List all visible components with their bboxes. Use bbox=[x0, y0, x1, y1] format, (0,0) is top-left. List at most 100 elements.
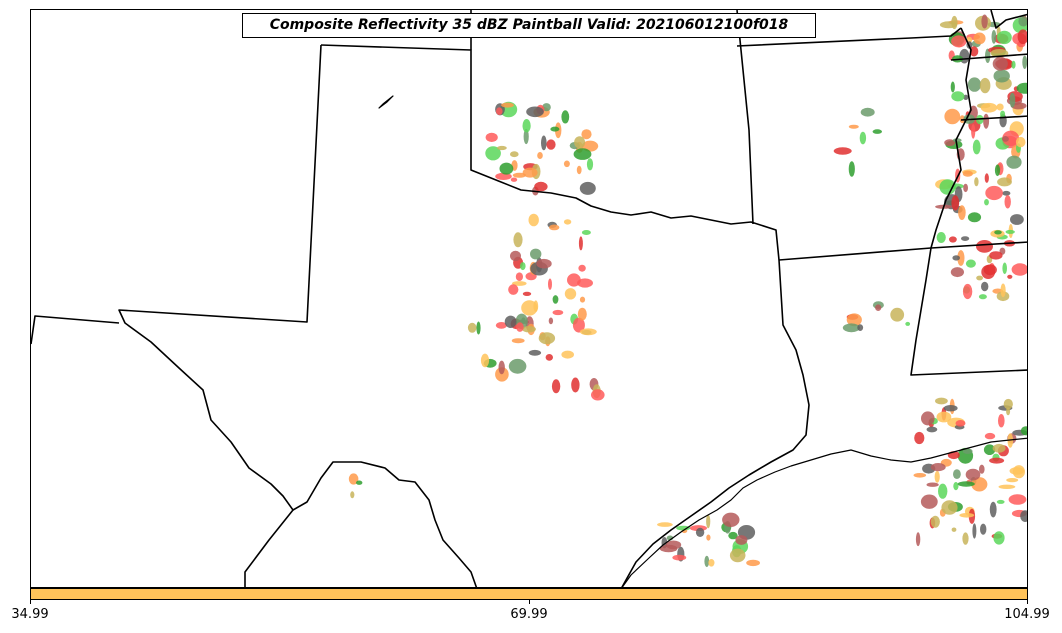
reflectivity-cell bbox=[522, 119, 531, 133]
reflectivity-cell bbox=[1016, 82, 1027, 94]
reflectivity-cell bbox=[951, 195, 960, 211]
reflectivity-cell bbox=[976, 275, 983, 281]
reflectivity-cell bbox=[985, 48, 991, 63]
reflectivity-cell bbox=[996, 103, 1004, 111]
reflectivity-cell bbox=[957, 481, 975, 487]
mississippi-river-boundary bbox=[910, 27, 1027, 376]
reflectivity-cell bbox=[563, 219, 572, 225]
reflectivity-cell bbox=[943, 405, 958, 412]
reflectivity-cell bbox=[511, 338, 525, 344]
texas-boundary bbox=[320, 44, 810, 587]
reflectivity-cell bbox=[962, 448, 973, 454]
reflectivity-cell bbox=[545, 354, 553, 361]
reflectivity-cell bbox=[579, 181, 596, 195]
reflectivity-cell bbox=[495, 367, 509, 382]
reflectivity-cell bbox=[533, 300, 539, 313]
reflectivity-cell bbox=[1000, 110, 1006, 118]
reflectivity-cell bbox=[994, 230, 1002, 235]
reflectivity-cell bbox=[957, 250, 965, 266]
reflectivity-cell bbox=[564, 288, 577, 300]
reflectivity-cell bbox=[973, 32, 986, 45]
reflectivity-cell bbox=[951, 91, 965, 102]
reflectivity-cell bbox=[1006, 478, 1019, 483]
reflectivity-cell bbox=[983, 444, 996, 456]
reflectivity-cell bbox=[997, 177, 1012, 187]
reflectivity-cell bbox=[930, 515, 940, 528]
reflectivity-cell bbox=[981, 14, 988, 29]
reflectivity-cell bbox=[952, 138, 962, 143]
reflectivity-cell bbox=[980, 102, 998, 113]
reflectivity-cell bbox=[989, 457, 1005, 464]
reflectivity-cell bbox=[563, 160, 570, 168]
reflectivity-cell bbox=[938, 483, 948, 499]
reflectivity-cell bbox=[1017, 29, 1027, 45]
reflectivity-cell bbox=[501, 102, 514, 108]
reflectivity-cell bbox=[941, 500, 958, 515]
reflectivity-cell bbox=[976, 240, 993, 253]
reflectivity-cell bbox=[735, 535, 748, 545]
reflectivity-cell bbox=[967, 212, 982, 223]
reflectivity-cell bbox=[1009, 92, 1016, 108]
reflectivity-cell bbox=[951, 35, 967, 48]
reflectivity-cell bbox=[926, 482, 939, 487]
reflectivity-cell bbox=[872, 129, 882, 134]
reflectivity-cell bbox=[958, 205, 966, 221]
reflectivity-cell bbox=[512, 172, 526, 178]
reflectivity-cell bbox=[962, 170, 973, 177]
reflectivity-cell bbox=[497, 145, 507, 151]
reflectivity-cell bbox=[972, 139, 981, 155]
reflectivity-cell bbox=[515, 272, 523, 282]
reflectivity-cell bbox=[348, 473, 359, 485]
reflectivity-cell bbox=[550, 126, 560, 132]
reflectivity-cell bbox=[1006, 407, 1011, 416]
reflectivity-cell bbox=[549, 224, 560, 231]
reflectivity-cell bbox=[1015, 136, 1026, 148]
reflectivity-cell bbox=[972, 523, 977, 539]
reflectivity-cell bbox=[971, 477, 988, 492]
reflectivity-cell bbox=[963, 183, 968, 193]
colorbar-tick-label: 104.99 bbox=[1004, 607, 1050, 622]
reflectivity-cell bbox=[936, 232, 946, 243]
reflectivity-cell bbox=[1003, 398, 1013, 410]
reflectivity-cell bbox=[842, 323, 861, 333]
reflectivity-cell bbox=[1002, 130, 1020, 146]
reflectivity-cell bbox=[534, 181, 548, 192]
reflectivity-cell bbox=[926, 426, 938, 433]
reflectivity-cell bbox=[848, 161, 855, 177]
reflectivity-cell bbox=[980, 523, 987, 535]
reflectivity-cell bbox=[546, 139, 556, 150]
reflectivity-cell bbox=[485, 146, 501, 161]
reflectivity-cell bbox=[356, 480, 363, 485]
reflectivity-cell bbox=[848, 124, 859, 129]
reflectivity-cell bbox=[512, 281, 527, 286]
reflectivity-cell bbox=[955, 420, 966, 427]
reflectivity-cell bbox=[578, 264, 586, 272]
reflectivity-cell bbox=[962, 283, 973, 300]
reflectivity-cell bbox=[1022, 55, 1027, 69]
reflectivity-cell bbox=[944, 108, 961, 125]
reflectivity-cell bbox=[949, 236, 957, 243]
reflectivity-cell bbox=[984, 173, 989, 183]
reflectivity-cell bbox=[495, 172, 512, 180]
reflectivity-cell bbox=[552, 309, 564, 316]
reflectivity-cell bbox=[915, 532, 921, 547]
reflectivity-cell bbox=[950, 267, 965, 278]
colorbar-tick-label: 34.99 bbox=[11, 607, 49, 622]
reflectivity-cell bbox=[969, 46, 979, 57]
reflectivity-cell bbox=[1001, 136, 1009, 142]
reflectivity-cell bbox=[875, 304, 882, 312]
reflectivity-cell bbox=[984, 432, 996, 440]
reflectivity-cell bbox=[728, 531, 738, 540]
reflectivity-cell bbox=[541, 135, 547, 151]
reflectivity-cell bbox=[920, 494, 938, 509]
reflectivity-cell bbox=[998, 414, 1005, 428]
reflectivity-cell bbox=[574, 136, 586, 149]
reflectivity-cell bbox=[985, 185, 1003, 201]
reflectivity-cell bbox=[552, 295, 559, 304]
reflectivity-cell bbox=[989, 501, 997, 518]
reflectivity-cell bbox=[1018, 15, 1027, 27]
colorbar-tick bbox=[1027, 600, 1028, 604]
reflectivity-cell bbox=[536, 258, 552, 269]
state-borders bbox=[31, 10, 1027, 587]
